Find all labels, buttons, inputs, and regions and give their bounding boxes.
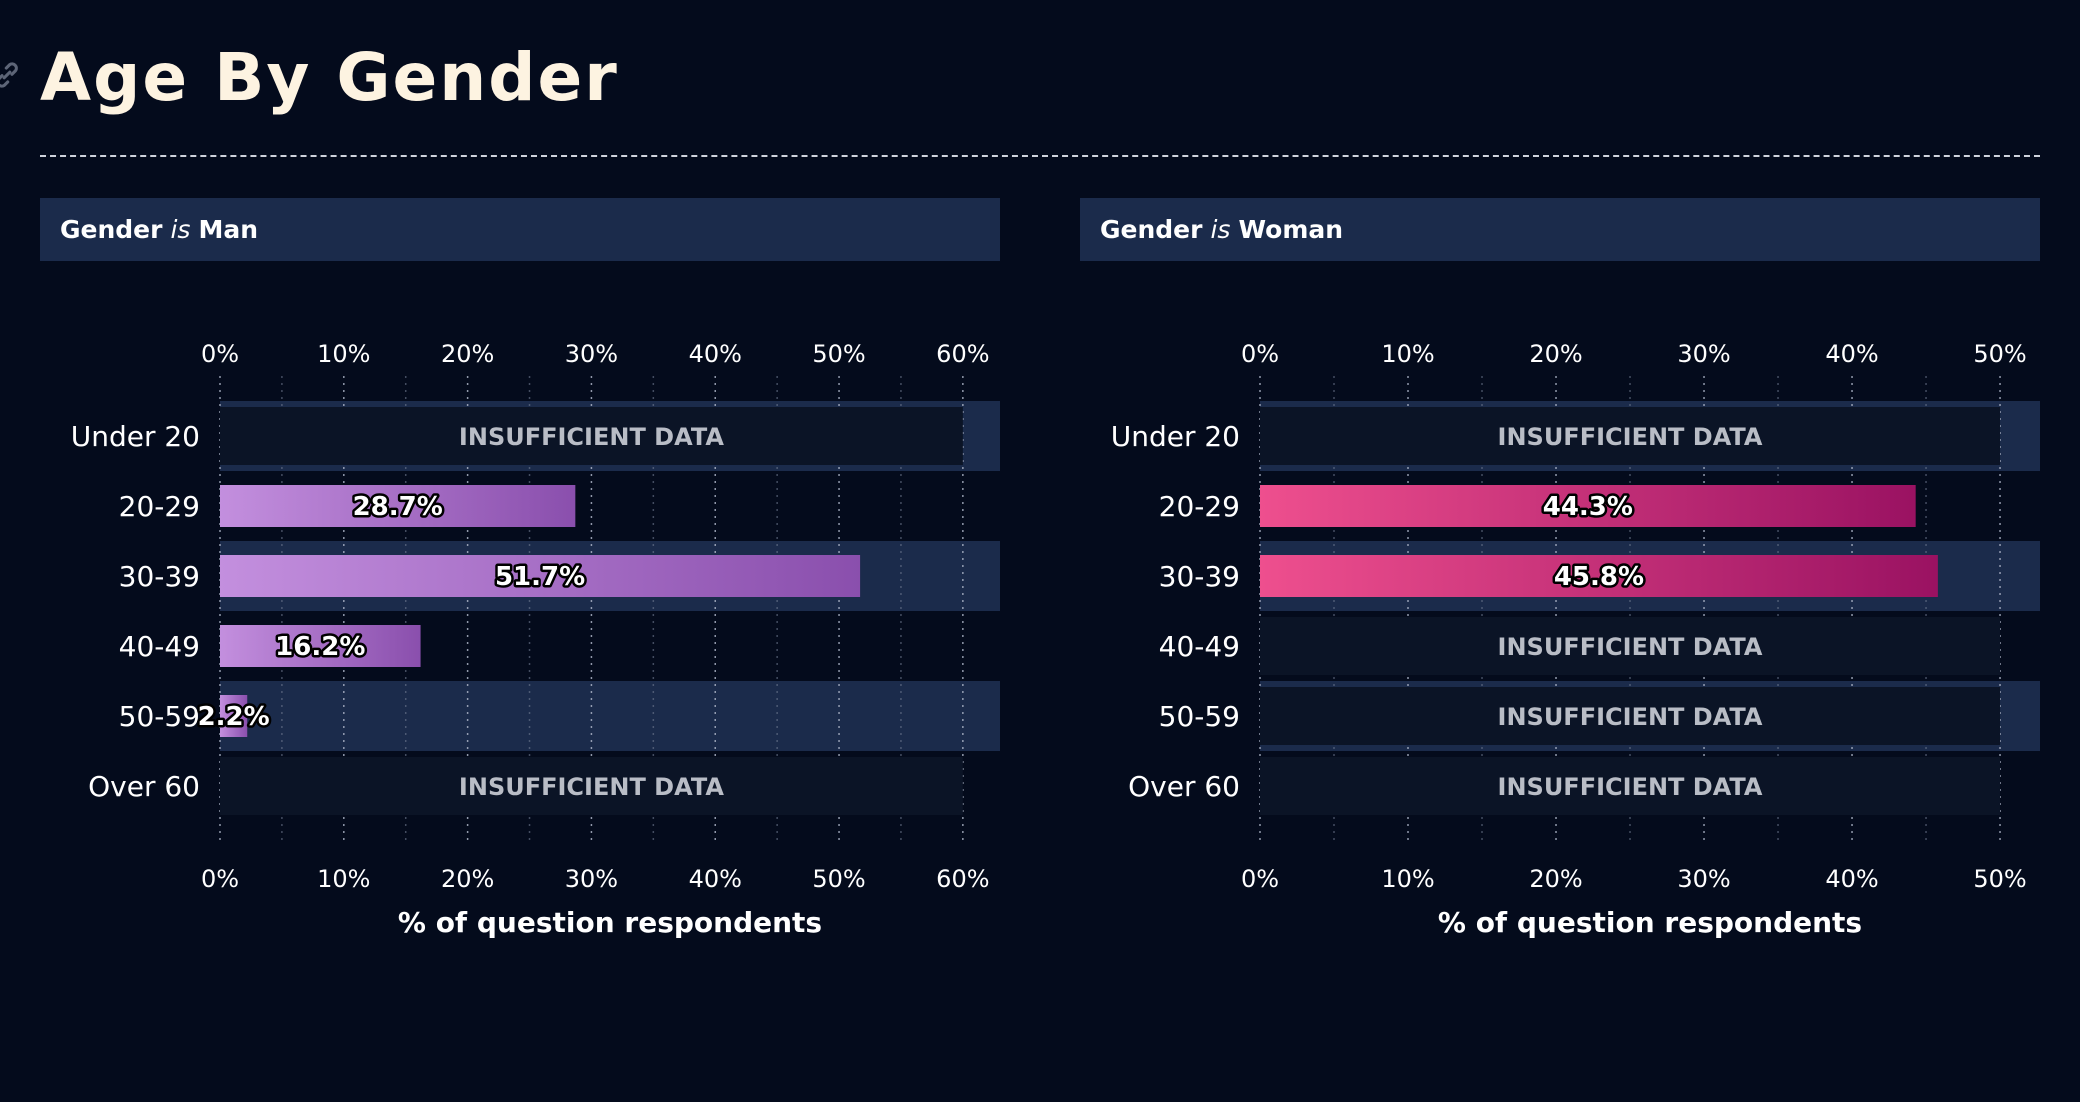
x-tick-label-bottom: 50% (1973, 865, 2026, 893)
insufficient-data-label: INSUFFICIENT DATA (1498, 423, 1763, 451)
category-label: Under 20 (71, 420, 200, 453)
row-band (220, 681, 1000, 751)
category-label: 20-29 (1159, 490, 1240, 523)
x-tick-label-bottom: 10% (1381, 865, 1434, 893)
x-tick-label-top: 20% (1529, 340, 1582, 368)
panel-header-prefix: Gender (60, 215, 163, 244)
category-label: 30-39 (119, 560, 200, 593)
category-label: Over 60 (1128, 770, 1240, 803)
bar-value-label: 2.2% (198, 702, 270, 732)
insufficient-data-label: INSUFFICIENT DATA (1498, 703, 1763, 731)
x-tick-label-bottom: 60% (936, 865, 989, 893)
category-label: 30-39 (1159, 560, 1240, 593)
x-tick-label-top: 10% (1381, 340, 1434, 368)
x-tick-label-bottom: 30% (1677, 865, 1730, 893)
insufficient-data-box (1260, 687, 2001, 745)
x-tick-label-top: 30% (565, 340, 618, 368)
x-tick-label-bottom: 30% (565, 865, 618, 893)
category-label: Over 60 (88, 770, 200, 803)
link-icon[interactable] (0, 58, 24, 92)
x-tick-label-top: 0% (201, 340, 239, 368)
category-label: 20-29 (119, 490, 200, 523)
insufficient-data-box (220, 757, 963, 815)
bar-value-label: 45.8% (1554, 562, 1644, 592)
panel-header-operator: is (1210, 215, 1231, 244)
bar-value-label: 16.2% (275, 632, 365, 662)
x-axis-title: % of question respondents (398, 906, 822, 939)
x-tick-label-bottom: 50% (812, 865, 865, 893)
insufficient-data-label: INSUFFICIENT DATA (459, 773, 724, 801)
panel-header-value: Man (198, 215, 258, 244)
insufficient-data-box (220, 407, 963, 465)
x-axis-title: % of question respondents (1438, 906, 1862, 939)
insufficient-data-box (1260, 757, 2001, 815)
x-tick-label-bottom: 20% (1529, 865, 1582, 893)
chart-woman-svg: 0% 0% 10% 10% 20% 20% 30% 30% 40% 40% 50% 50% Under … (1111, 340, 2040, 939)
panel-header-value: Woman (1238, 215, 1344, 244)
bar (220, 695, 248, 737)
category-label: 40-49 (1159, 630, 1240, 663)
category-label: 40-49 (119, 630, 200, 663)
page-title: Age By Gender (40, 39, 619, 116)
x-tick-label-top: 40% (689, 340, 742, 368)
chart-man-svg: 0% 0% 10% 10% 20% 20% 30% 30% 40% 40% 50% 50% 60% 60%… (71, 340, 1000, 939)
chart-woman: 0% 0% 10% 10% 20% 20% 30% 30% 40% 40% 50% 50% Under … (1080, 300, 2080, 960)
category-label: 50-59 (1159, 700, 1240, 733)
x-tick-label-top: 60% (936, 340, 989, 368)
bar (1260, 485, 1916, 527)
x-tick-label-bottom: 40% (1825, 865, 1878, 893)
bar (1260, 555, 1938, 597)
x-tick-label-bottom: 20% (441, 865, 494, 893)
insufficient-data-box (1260, 407, 2001, 465)
x-tick-label-top: 50% (1973, 340, 2026, 368)
panel-header-operator: is (170, 215, 191, 244)
x-tick-label-bottom: 0% (1241, 865, 1279, 893)
x-tick-label-top: 30% (1677, 340, 1730, 368)
x-tick-label-top: 50% (812, 340, 865, 368)
insufficient-data-box (1260, 617, 2001, 675)
panel-header-woman: Gender is Woman (1080, 198, 2040, 261)
bar (220, 625, 421, 667)
insufficient-data-label: INSUFFICIENT DATA (459, 423, 724, 451)
insufficient-data-label: INSUFFICIENT DATA (1498, 633, 1763, 661)
panel-header-man: Gender is Man (40, 198, 1000, 261)
bar-value-label: 44.3% (1543, 492, 1633, 522)
x-tick-label-top: 0% (1241, 340, 1279, 368)
bar-value-label: 28.7% (353, 492, 443, 522)
x-tick-label-bottom: 40% (689, 865, 742, 893)
category-label: Under 20 (1111, 420, 1240, 453)
chart-man: 0% 0% 10% 10% 20% 20% 30% 30% 40% 40% 50% 50% 60% 60%… (40, 300, 1040, 960)
bar-value-label: 51.7% (495, 562, 585, 592)
x-tick-label-top: 10% (317, 340, 370, 368)
x-tick-label-bottom: 10% (317, 865, 370, 893)
bar (220, 485, 576, 527)
insufficient-data-label: INSUFFICIENT DATA (1498, 773, 1763, 801)
x-tick-label-bottom: 0% (201, 865, 239, 893)
panel-header-prefix: Gender (1100, 215, 1203, 244)
x-tick-label-top: 20% (441, 340, 494, 368)
bar (220, 555, 861, 597)
category-label: 50-59 (119, 700, 200, 733)
title-divider (40, 155, 2040, 157)
x-tick-label-top: 40% (1825, 340, 1878, 368)
